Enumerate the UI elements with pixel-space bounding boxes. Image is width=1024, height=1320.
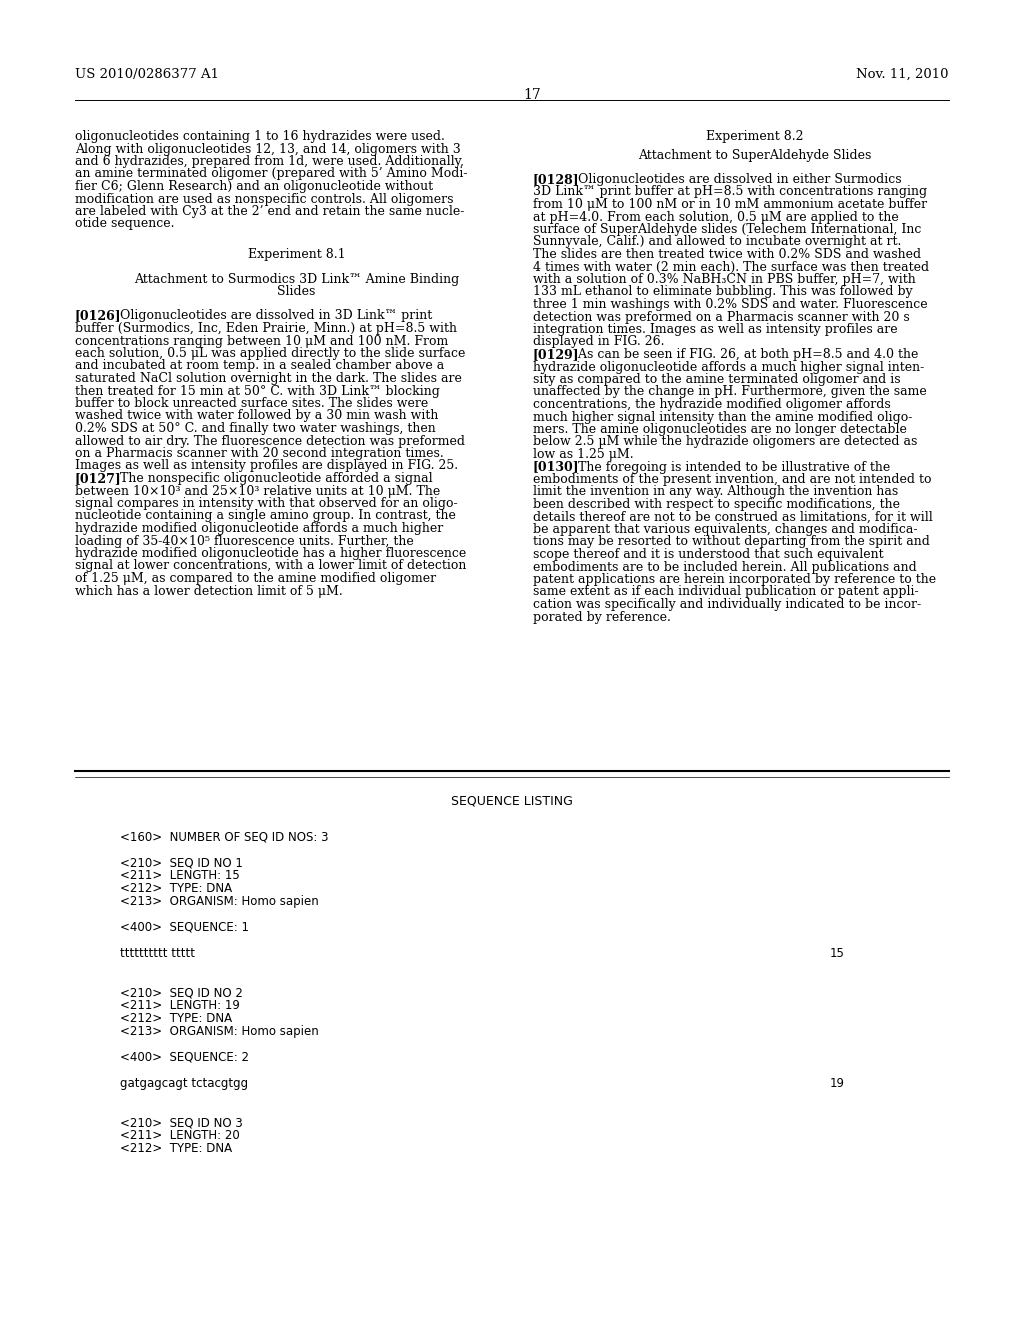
Text: <211>  LENGTH: 20: <211> LENGTH: 20	[120, 1129, 240, 1142]
Text: <210>  SEQ ID NO 3: <210> SEQ ID NO 3	[120, 1115, 243, 1129]
Text: which has a lower detection limit of 5 μM.: which has a lower detection limit of 5 μ…	[75, 585, 343, 598]
Text: <400>  SEQUENCE: 1: <400> SEQUENCE: 1	[120, 921, 249, 935]
Text: <210>  SEQ ID NO 1: <210> SEQ ID NO 1	[120, 855, 243, 869]
Text: [0130]: [0130]	[534, 461, 580, 474]
Text: tions may be resorted to without departing from the spirit and: tions may be resorted to without departi…	[534, 536, 930, 549]
Text: <213>  ORGANISM: Homo sapien: <213> ORGANISM: Homo sapien	[120, 1026, 318, 1038]
Text: washed twice with water followed by a 30 min wash with: washed twice with water followed by a 30…	[75, 409, 438, 422]
Text: <400>  SEQUENCE: 2: <400> SEQUENCE: 2	[120, 1051, 249, 1064]
Text: hydrazide oligonucleotide affords a much higher signal inten-: hydrazide oligonucleotide affords a much…	[534, 360, 925, 374]
Text: As can be seen if FIG. 26, at both pH=8.5 and 4.0 the: As can be seen if FIG. 26, at both pH=8.…	[566, 348, 919, 360]
Text: then treated for 15 min at 50° C. with 3D Link™ blocking: then treated for 15 min at 50° C. with 3…	[75, 384, 440, 397]
Text: <211>  LENGTH: 19: <211> LENGTH: 19	[120, 999, 240, 1012]
Text: porated by reference.: porated by reference.	[534, 610, 671, 623]
Text: Oligonucleotides are dissolved in either Surmodics: Oligonucleotides are dissolved in either…	[566, 173, 902, 186]
Text: integration times. Images as well as intensity profiles are: integration times. Images as well as int…	[534, 323, 898, 337]
Text: be apparent that various equivalents, changes and modifica-: be apparent that various equivalents, ch…	[534, 523, 918, 536]
Text: an amine terminated oligomer (prepared with 5’ Amino Modi-: an amine terminated oligomer (prepared w…	[75, 168, 468, 181]
Text: scope thereof and it is understood that such equivalent: scope thereof and it is understood that …	[534, 548, 884, 561]
Text: <211>  LENGTH: 15: <211> LENGTH: 15	[120, 869, 240, 882]
Text: <212>  TYPE: DNA: <212> TYPE: DNA	[120, 882, 232, 895]
Text: below 2.5 μM while the hydrazide oligomers are detected as: below 2.5 μM while the hydrazide oligome…	[534, 436, 918, 449]
Text: [0128]: [0128]	[534, 173, 580, 186]
Text: detection was preformed on a Pharmacis scanner with 20 s: detection was preformed on a Pharmacis s…	[534, 310, 909, 323]
Text: 3D Link™ print buffer at pH=8.5 with concentrations ranging: 3D Link™ print buffer at pH=8.5 with con…	[534, 186, 927, 198]
Text: at pH=4.0. From each solution, 0.5 μM are applied to the: at pH=4.0. From each solution, 0.5 μM ar…	[534, 210, 899, 223]
Text: Slides: Slides	[278, 285, 315, 298]
Text: are labeled with Cy3 at the 2’ end and retain the same nucle-: are labeled with Cy3 at the 2’ end and r…	[75, 205, 464, 218]
Text: same extent as if each individual publication or patent appli-: same extent as if each individual public…	[534, 586, 919, 598]
Text: with a solution of 0.3% NaBH₃CN in PBS buffer, pH=7, with: with a solution of 0.3% NaBH₃CN in PBS b…	[534, 273, 915, 286]
Text: The nonspecific oligonucleotide afforded a signal: The nonspecific oligonucleotide afforded…	[109, 473, 433, 484]
Text: <212>  TYPE: DNA: <212> TYPE: DNA	[120, 1142, 232, 1155]
Text: fier C6; Glenn Research) and an oligonucleotide without: fier C6; Glenn Research) and an oligonuc…	[75, 180, 433, 193]
Text: Sunnyvale, Calif.) and allowed to incubate overnight at rt.: Sunnyvale, Calif.) and allowed to incuba…	[534, 235, 901, 248]
Text: <210>  SEQ ID NO 2: <210> SEQ ID NO 2	[120, 986, 243, 999]
Text: signal compares in intensity with that observed for an oligo-: signal compares in intensity with that o…	[75, 498, 458, 510]
Text: Images as well as intensity profiles are displayed in FIG. 25.: Images as well as intensity profiles are…	[75, 459, 458, 473]
Text: <213>  ORGANISM: Homo sapien: <213> ORGANISM: Homo sapien	[120, 895, 318, 908]
Text: much higher signal intensity than the amine modified oligo-: much higher signal intensity than the am…	[534, 411, 912, 424]
Text: [0126]: [0126]	[75, 309, 122, 322]
Text: and 6 hydrazides, prepared from 1d, were used. Additionally,: and 6 hydrazides, prepared from 1d, were…	[75, 154, 464, 168]
Text: The foregoing is intended to be illustrative of the: The foregoing is intended to be illustra…	[566, 461, 891, 474]
Text: otide sequence.: otide sequence.	[75, 218, 174, 231]
Text: unaffected by the change in pH. Furthermore, given the same: unaffected by the change in pH. Furtherm…	[534, 385, 927, 399]
Text: [0129]: [0129]	[534, 348, 580, 360]
Text: gatgagcagt tctacgtgg: gatgagcagt tctacgtgg	[120, 1077, 248, 1090]
Text: hydrazide modified oligonucleotide has a higher fluorescence: hydrazide modified oligonucleotide has a…	[75, 546, 466, 560]
Text: 19: 19	[830, 1077, 845, 1090]
Text: 4 times with water (2 min each). The surface was then treated: 4 times with water (2 min each). The sur…	[534, 260, 929, 273]
Text: <160>  NUMBER OF SEQ ID NOS: 3: <160> NUMBER OF SEQ ID NOS: 3	[120, 830, 329, 843]
Text: of 1.25 μM, as compared to the amine modified oligomer: of 1.25 μM, as compared to the amine mod…	[75, 572, 436, 585]
Text: 17: 17	[523, 88, 541, 102]
Text: sity as compared to the amine terminated oligomer and is: sity as compared to the amine terminated…	[534, 374, 901, 385]
Text: buffer (Surmodics, Inc, Eden Prairie, Minn.) at pH=8.5 with: buffer (Surmodics, Inc, Eden Prairie, Mi…	[75, 322, 457, 335]
Text: been described with respect to specific modifications, the: been described with respect to specific …	[534, 498, 900, 511]
Text: limit the invention in any way. Although the invention has: limit the invention in any way. Although…	[534, 486, 898, 499]
Text: low as 1.25 μM.: low as 1.25 μM.	[534, 447, 634, 461]
Text: hydrazide modified oligonucleotide affords a much higher: hydrazide modified oligonucleotide affor…	[75, 521, 443, 535]
Text: modification are used as nonspecific controls. All oligomers: modification are used as nonspecific con…	[75, 193, 454, 206]
Text: Attachment to SuperAldehyde Slides: Attachment to SuperAldehyde Slides	[638, 149, 871, 161]
Text: <212>  TYPE: DNA: <212> TYPE: DNA	[120, 1012, 232, 1026]
Text: 133 mL ethanol to eliminate bubbling. This was followed by: 133 mL ethanol to eliminate bubbling. Th…	[534, 285, 912, 298]
Text: details thereof are not to be construed as limitations, for it will: details thereof are not to be construed …	[534, 511, 933, 524]
Text: 0.2% SDS at 50° C. and finally two water washings, then: 0.2% SDS at 50° C. and finally two water…	[75, 422, 436, 436]
Text: tttttttttt ttttt: tttttttttt ttttt	[120, 946, 195, 960]
Text: buffer to block unreacted surface sites. The slides were: buffer to block unreacted surface sites.…	[75, 397, 428, 411]
Text: mers. The amine oligonucleotides are no longer detectable: mers. The amine oligonucleotides are no …	[534, 422, 907, 436]
Text: patent applications are herein incorporated by reference to the: patent applications are herein incorpora…	[534, 573, 936, 586]
Text: The slides are then treated twice with 0.2% SDS and washed: The slides are then treated twice with 0…	[534, 248, 922, 261]
Text: SEQUENCE LISTING: SEQUENCE LISTING	[451, 795, 573, 808]
Text: Along with oligonucleotides 12, 13, and 14, oligomers with 3: Along with oligonucleotides 12, 13, and …	[75, 143, 461, 156]
Text: Oligonucleotides are dissolved in 3D Link™ print: Oligonucleotides are dissolved in 3D Lin…	[109, 309, 433, 322]
Text: US 2010/0286377 A1: US 2010/0286377 A1	[75, 69, 219, 81]
Text: concentrations, the hydrazide modified oligomer affords: concentrations, the hydrazide modified o…	[534, 399, 891, 411]
Text: 15: 15	[830, 946, 845, 960]
Text: oligonucleotides containing 1 to 16 hydrazides were used.: oligonucleotides containing 1 to 16 hydr…	[75, 129, 444, 143]
Text: Experiment 8.2: Experiment 8.2	[706, 129, 803, 143]
Text: and incubated at room temp. in a sealed chamber above a: and incubated at room temp. in a sealed …	[75, 359, 444, 372]
Text: signal at lower concentrations, with a lower limit of detection: signal at lower concentrations, with a l…	[75, 560, 466, 573]
Text: Experiment 8.1: Experiment 8.1	[248, 248, 345, 261]
Text: allowed to air dry. The fluorescence detection was preformed: allowed to air dry. The fluorescence det…	[75, 434, 465, 447]
Text: embodiments of the present invention, and are not intended to: embodiments of the present invention, an…	[534, 473, 932, 486]
Text: on a Pharmacis scanner with 20 second integration times.: on a Pharmacis scanner with 20 second in…	[75, 447, 443, 459]
Text: nucleotide containing a single amino group. In contrast, the: nucleotide containing a single amino gro…	[75, 510, 456, 523]
Text: three 1 min washings with 0.2% SDS and water. Fluorescence: three 1 min washings with 0.2% SDS and w…	[534, 298, 928, 312]
Text: embodiments are to be included herein. All publications and: embodiments are to be included herein. A…	[534, 561, 916, 573]
Text: loading of 35-40×10⁵ fluorescence units. Further, the: loading of 35-40×10⁵ fluorescence units.…	[75, 535, 414, 548]
Text: Attachment to Surmodics 3D Link™ Amine Binding: Attachment to Surmodics 3D Link™ Amine B…	[134, 272, 459, 285]
Text: displayed in FIG. 26.: displayed in FIG. 26.	[534, 335, 665, 348]
Text: between 10×10³ and 25×10³ relative units at 10 μM. The: between 10×10³ and 25×10³ relative units…	[75, 484, 440, 498]
Text: [0127]: [0127]	[75, 473, 122, 484]
Text: each solution, 0.5 μL was applied directly to the slide surface: each solution, 0.5 μL was applied direct…	[75, 347, 465, 360]
Text: cation was specifically and individually indicated to be incor-: cation was specifically and individually…	[534, 598, 922, 611]
Text: Nov. 11, 2010: Nov. 11, 2010	[856, 69, 949, 81]
Text: surface of SuperAldehyde slides (Telechem International, Inc: surface of SuperAldehyde slides (Teleche…	[534, 223, 922, 236]
Text: from 10 μM to 100 nM or in 10 mM ammonium acetate buffer: from 10 μM to 100 nM or in 10 mM ammoniu…	[534, 198, 927, 211]
Text: concentrations ranging between 10 μM and 100 nM. From: concentrations ranging between 10 μM and…	[75, 334, 449, 347]
Text: saturated NaCl solution overnight in the dark. The slides are: saturated NaCl solution overnight in the…	[75, 372, 462, 385]
